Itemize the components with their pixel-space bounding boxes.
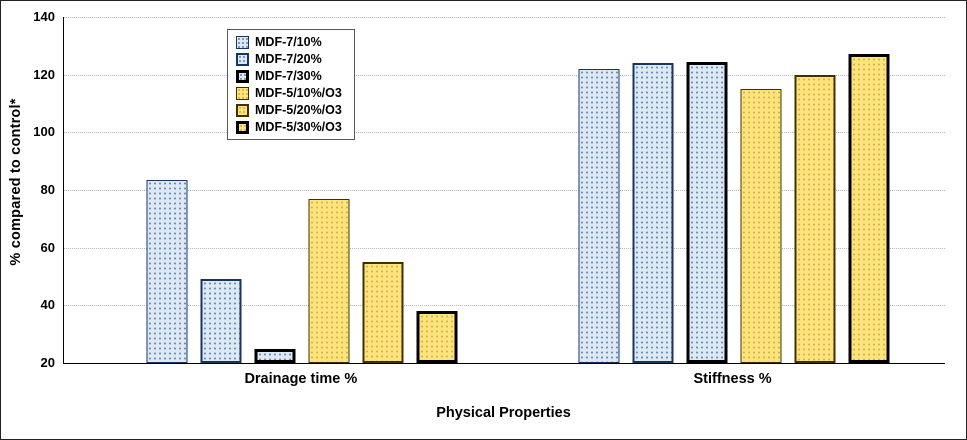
gridline [64, 17, 945, 18]
legend-label: MDF-5/30%/O3 [255, 120, 342, 134]
legend-swatch-icon [236, 86, 249, 100]
legend-label: MDF-5/20%/O3 [255, 103, 342, 117]
gridline [64, 74, 945, 76]
bar [254, 348, 296, 363]
legend-label: MDF-7/10% [255, 35, 322, 49]
bar [632, 63, 674, 363]
legend-label: MDF-7/30% [255, 69, 322, 83]
gridline [64, 247, 945, 249]
y-tick-label: 20 [40, 355, 55, 370]
legend-item: MDF-5/20%/O3 [236, 103, 342, 117]
legend-label: MDF-5/10%/O3 [255, 86, 342, 100]
y-tick-label: 60 [40, 239, 55, 255]
bar [686, 61, 728, 363]
gridline [64, 305, 945, 307]
bar [362, 262, 404, 363]
y-tick-label: 40 [40, 297, 55, 313]
bar [794, 74, 836, 363]
x-axis-title: Physical Properties [436, 405, 571, 421]
gridline [64, 190, 945, 191]
bar [146, 179, 188, 363]
y-tick-label: 100 [33, 124, 55, 140]
legend-swatch-icon [236, 120, 249, 134]
bar-group [146, 179, 458, 363]
legend-swatch-icon [236, 69, 249, 83]
legend-item: MDF-7/10% [236, 35, 342, 49]
bar-group [578, 54, 890, 363]
y-tick-label: 140 [33, 9, 55, 24]
y-tick-label: 120 [33, 66, 55, 82]
legend-item: MDF-7/20% [236, 52, 342, 66]
legend-item: MDF-5/30%/O3 [236, 120, 342, 134]
bar [848, 54, 890, 363]
legend-label: MDF-7/20% [255, 52, 322, 66]
gridline [64, 132, 945, 134]
legend-item: MDF-5/10%/O3 [236, 86, 342, 100]
legend-item: MDF-7/30% [236, 69, 342, 83]
legend: MDF-7/10% MDF-7/20% MDF-7/30% MDF-5/10%/O3 M… [227, 29, 355, 140]
bar [578, 68, 620, 363]
legend-swatch-icon [236, 35, 249, 49]
bar [740, 89, 782, 363]
bar [416, 311, 458, 363]
y-tick-label: 80 [40, 182, 55, 197]
bar [200, 279, 242, 363]
legend-swatch-icon [236, 103, 249, 117]
plot-area: MDF-7/10% MDF-7/20% MDF-7/30% MDF-5/10%/O3 M… [63, 17, 945, 364]
legend-swatch-icon [236, 52, 249, 66]
category-label: Drainage time % [244, 371, 358, 387]
bar [308, 198, 350, 363]
category-label: Stiffness % [693, 371, 772, 387]
